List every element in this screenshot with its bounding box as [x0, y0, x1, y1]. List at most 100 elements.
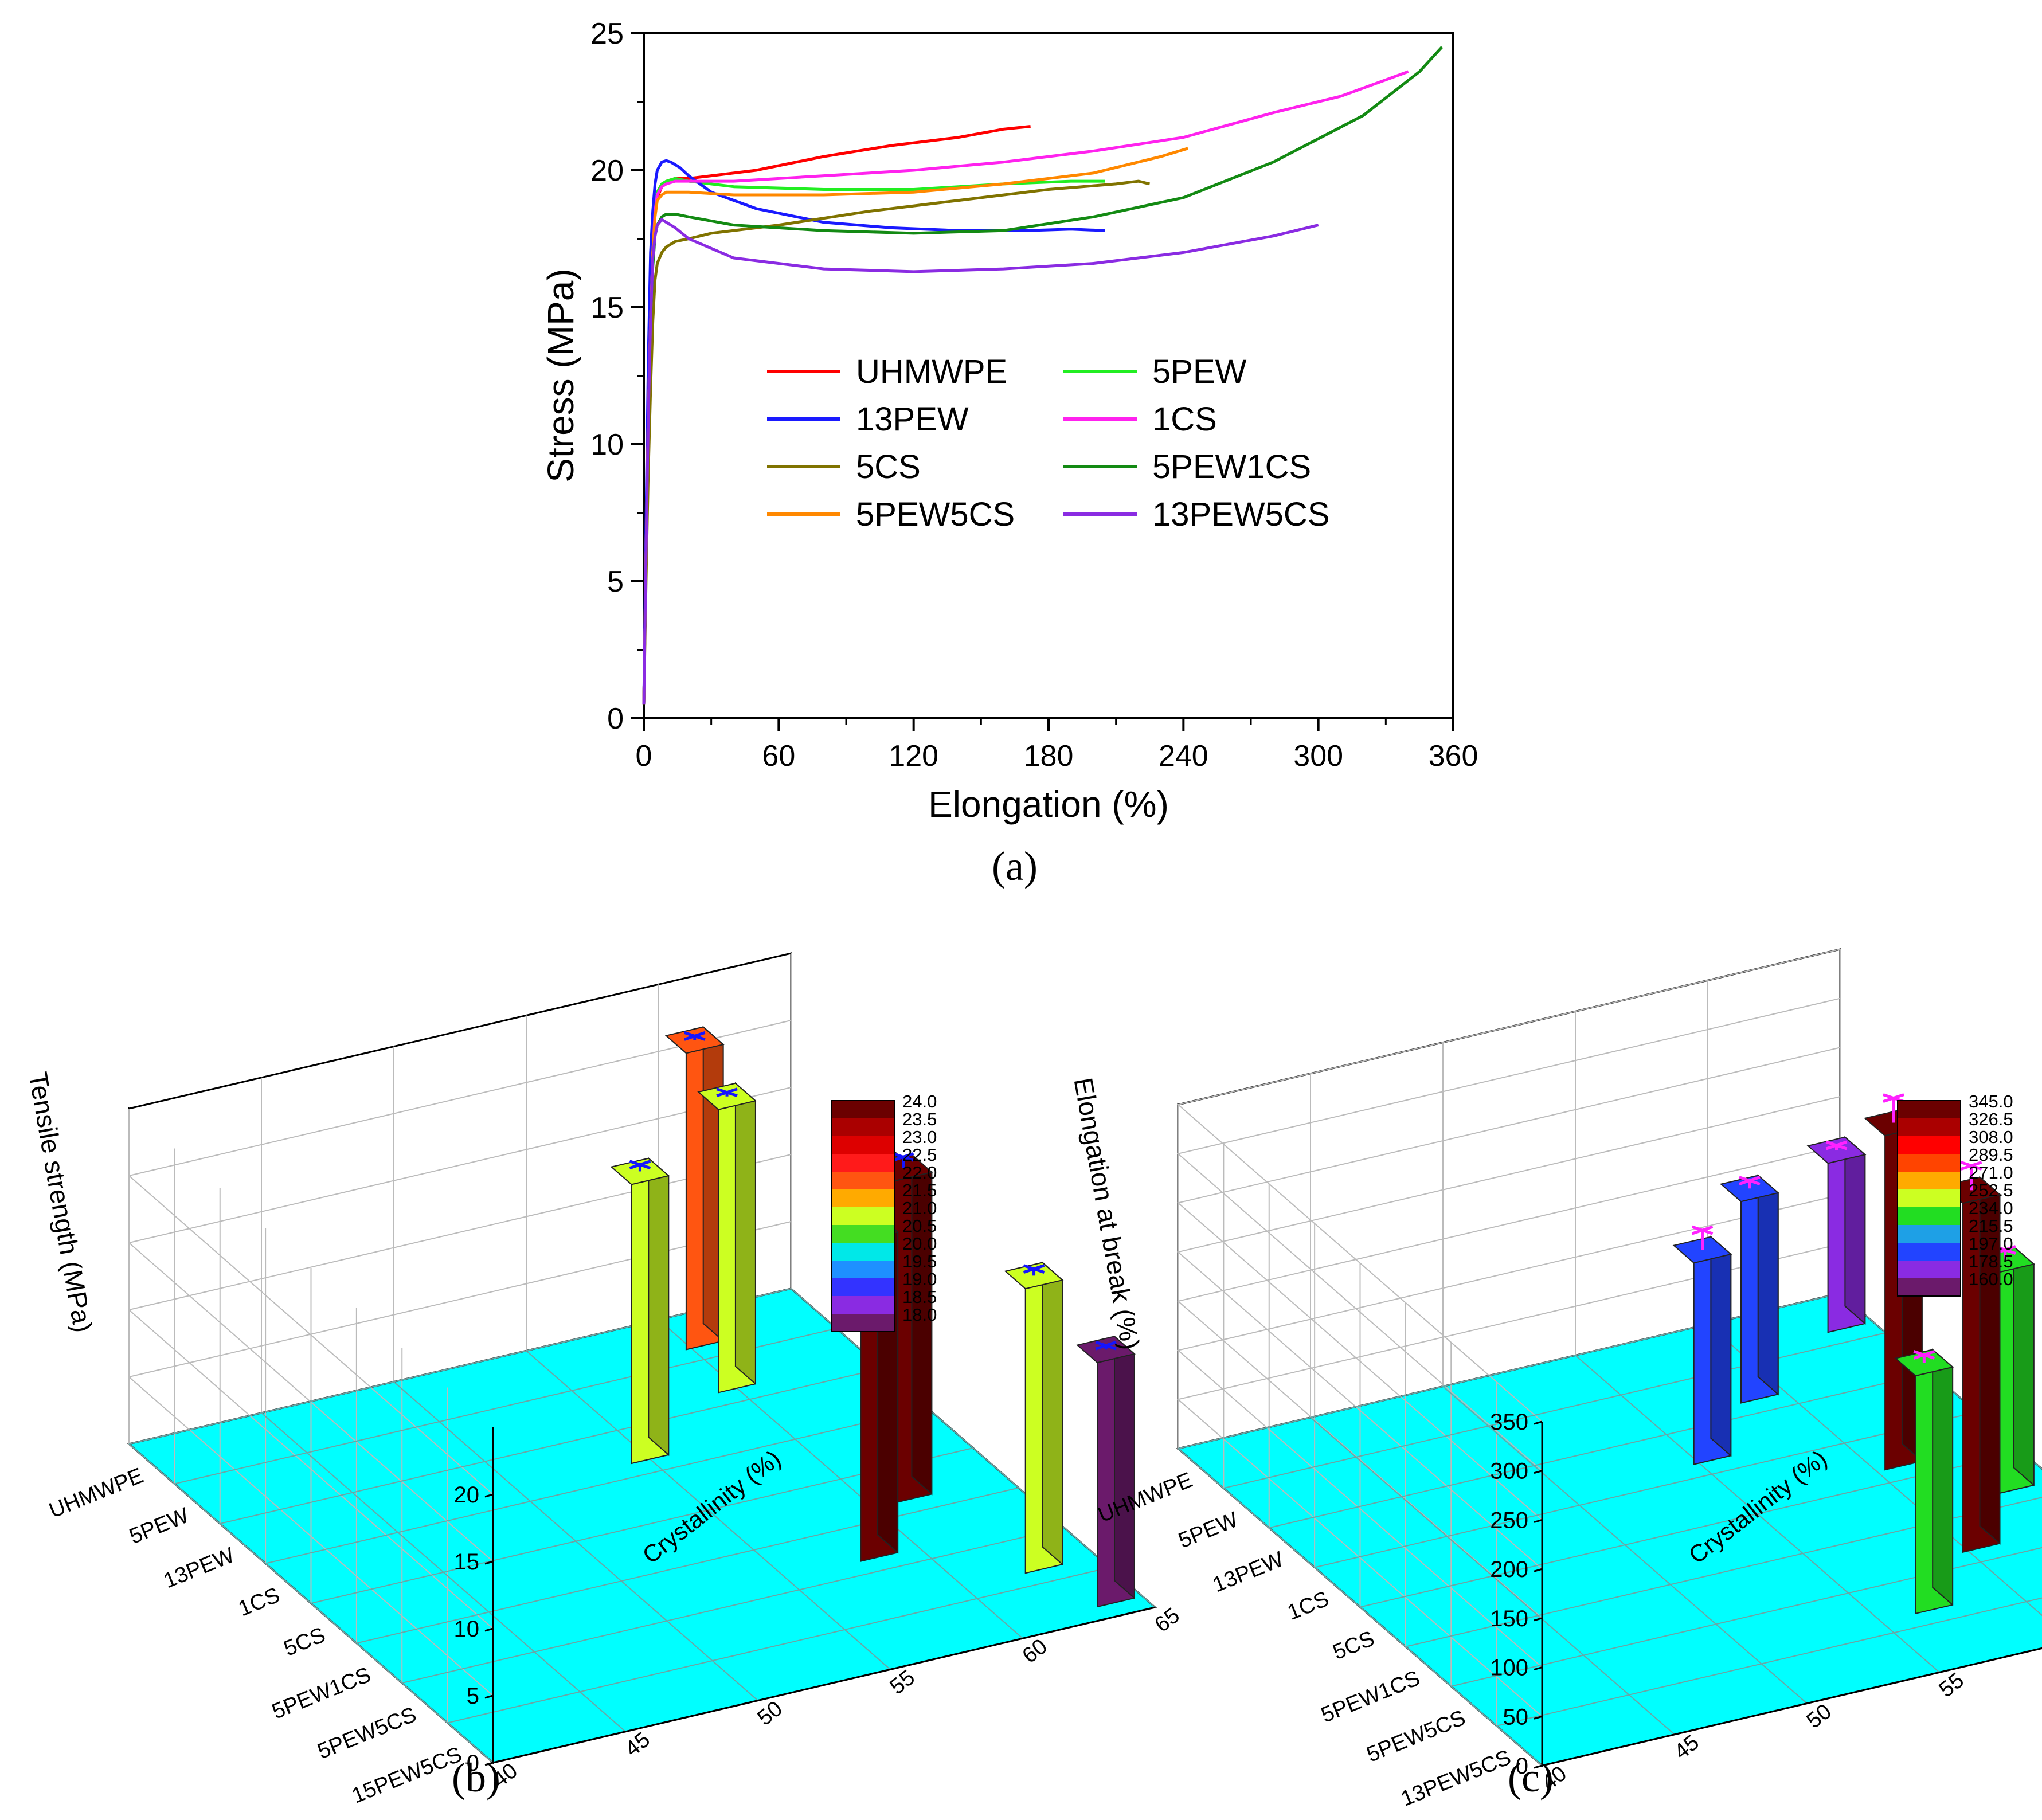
bar-face-side	[1844, 1136, 1866, 1325]
x-axis-label-a: Elongation (%)	[928, 784, 1169, 825]
colorbar-label: 160.0	[1969, 1269, 2013, 1289]
colorbar-cell	[1898, 1101, 1961, 1118]
y-axis-label-a: Stress (MPa)	[540, 268, 581, 482]
colorbar-b: 24.023.523.022.522.021.521.020.520.019.5…	[831, 1091, 937, 1332]
z-axis-label-c: Elongation at break (%)	[1068, 1075, 1145, 1352]
z-tick	[1534, 1568, 1543, 1572]
grid-z	[1176, 1243, 1841, 1717]
colorbar-cell	[1898, 1261, 1961, 1278]
bar-face-side	[1710, 1235, 1732, 1457]
z-tick-label: 15	[454, 1549, 480, 1575]
category-label: UHMWPE	[46, 1463, 147, 1523]
y-tick-label-a: 5	[607, 565, 624, 598]
y-tick-label-a: 10	[590, 428, 624, 461]
z-tick-label: 250	[1490, 1508, 1528, 1533]
legend-a: UHMWPE 5PEW 13PEW 1CS 5CS 5PEW1CS 5PEW5CS 13PEW…	[767, 353, 1329, 533]
colorbar-frame	[831, 1100, 895, 1332]
x-tick-label-a: 300	[1293, 739, 1343, 773]
x-tick-label-a: 120	[889, 739, 938, 773]
z-tick	[1534, 1764, 1543, 1769]
z-tick-label: 200	[1490, 1557, 1528, 1582]
colorbar-label: 234.0	[1969, 1198, 2013, 1218]
x-tick-label-a: 180	[1024, 739, 1074, 773]
grid-z	[1176, 1145, 1841, 1619]
colorbar-cell	[1898, 1189, 1961, 1207]
z-tick	[1534, 1518, 1543, 1523]
bar-5PEW5CS	[1894, 1348, 1954, 1615]
x-tick-label-a: 0	[636, 739, 652, 773]
error-cap	[629, 1160, 651, 1170]
colorbar-cell	[1898, 1136, 1961, 1154]
legend-label-5PEW5CS: 5PEW5CS	[856, 496, 1015, 533]
grid-z	[127, 1020, 792, 1495]
z-tick-label: 0	[467, 1751, 479, 1776]
bar-face-side	[1042, 1261, 1063, 1566]
colorbar-label: 271.0	[1969, 1163, 2013, 1183]
colorbar-label: 21.0	[902, 1198, 937, 1218]
crystallinity-tick-label: 45	[1670, 1731, 1704, 1764]
category-label: 15PEW5CS	[349, 1743, 465, 1809]
floor-grid-u	[1405, 1497, 2042, 1647]
bar-face-side	[2013, 1245, 2035, 1487]
floor-grid-u	[356, 1487, 1019, 1644]
bar-15PEW5CS	[1076, 1335, 1136, 1608]
colorbar-cell	[831, 1136, 894, 1154]
floor-grid-u	[1269, 1372, 1931, 1529]
bar-5CS	[873, 1152, 933, 1504]
z-tick-label: 5	[467, 1684, 479, 1709]
y-tick-label-a: 15	[590, 291, 624, 324]
z-tick	[484, 1762, 494, 1766]
z-tick-label: 300	[1490, 1459, 1528, 1484]
z-tick-label: 50	[1503, 1704, 1529, 1729]
colorbar-cell	[831, 1314, 894, 1332]
y-tick-label-a: 25	[590, 17, 624, 50]
y-tick-label-a: 20	[590, 154, 624, 187]
colorbar-label: 19.5	[902, 1251, 937, 1271]
y-tick-label-a: 0	[607, 702, 624, 735]
colorbar-label: 19.0	[902, 1269, 937, 1289]
front-edge	[492, 1606, 1156, 1764]
colorbar-label: 23.0	[902, 1127, 937, 1147]
crystallinity-tick-label: 50	[753, 1697, 787, 1731]
error-cap	[1913, 1350, 1935, 1360]
grid-z	[1176, 1096, 1841, 1569]
error-cap	[1023, 1264, 1045, 1274]
floor-grid-u	[265, 1407, 928, 1564]
colorbar-label: 22.5	[902, 1145, 937, 1165]
z-tick	[1534, 1617, 1543, 1622]
crystallinity-tick-label: 45	[621, 1728, 655, 1762]
series-lines-a	[642, 46, 1444, 705]
box-back-b	[127, 952, 1157, 1765]
box-back-c	[1176, 948, 2042, 1768]
category-label: 5PEW	[1175, 1508, 1242, 1553]
bar-13PEW	[1672, 1225, 1732, 1465]
legend-label-13PEW5CS: 13PEW5CS	[1152, 496, 1329, 533]
z-tick-label: 100	[1490, 1655, 1528, 1681]
legend-label-5PEW: 5PEW	[1152, 353, 1247, 390]
legend-label-UHMWPE: UHMWPE	[856, 353, 1007, 390]
crystallinity-tick-label: 55	[1935, 1668, 1969, 1702]
colorbar-label: 252.5	[1969, 1180, 2013, 1200]
grid-z	[1176, 1194, 1841, 1668]
floor-grid-u	[128, 1288, 792, 1445]
series-line-5CS	[642, 179, 1151, 705]
z-tick	[1534, 1666, 1543, 1671]
bar-face-side	[1114, 1335, 1135, 1600]
error-cap	[683, 1031, 706, 1041]
grid-z	[1176, 1047, 1841, 1521]
error-cap	[716, 1087, 738, 1098]
z-axis-label-b: Tensile strength (MPa)	[23, 1070, 98, 1334]
z-tick	[484, 1627, 494, 1632]
series-line-13PEW5CS	[642, 218, 1319, 705]
colorbar-cell	[1898, 1225, 1961, 1243]
floor-grid-u	[220, 1368, 882, 1524]
bar-5PEW	[1719, 1174, 1779, 1404]
grid-z	[1176, 949, 1841, 1422]
category-label: 5CS	[280, 1623, 328, 1661]
error-cap	[892, 1152, 914, 1162]
category-label: 5PEW1CS	[1318, 1666, 1423, 1728]
z-tick	[484, 1560, 494, 1565]
floor-grid-u	[402, 1527, 1065, 1684]
colorbar-cell	[1898, 1172, 1961, 1189]
colorbar-label: 24.0	[902, 1091, 937, 1111]
